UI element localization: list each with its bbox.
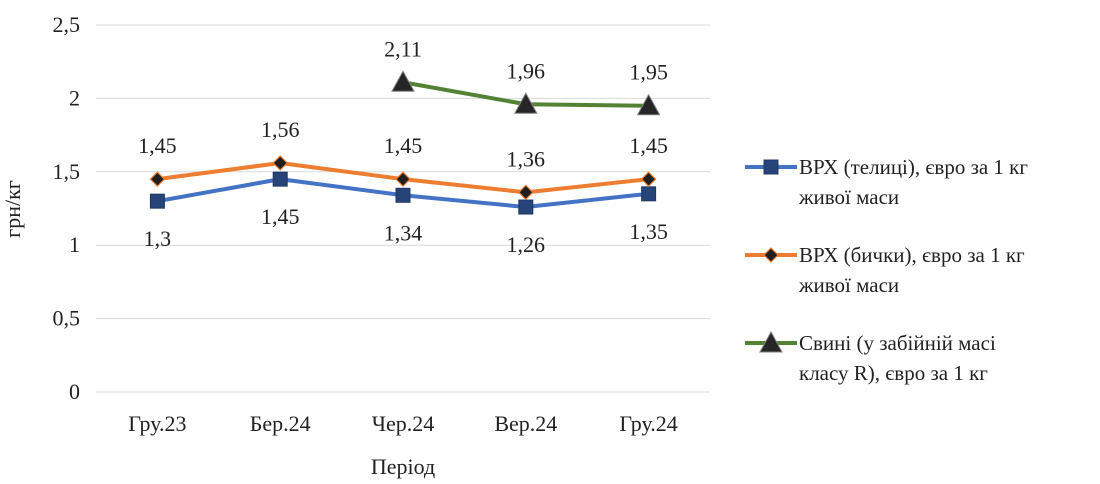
data-label: 1,34: [384, 220, 423, 245]
legend-label: живої маси: [798, 273, 899, 297]
series-marker: [513, 92, 538, 114]
series-marker: [149, 171, 166, 187]
series-marker: [641, 186, 657, 202]
series-marker: [517, 184, 534, 201]
data-labels: 1,3 1,45 1,34 1,26 1,35 1,45 1,56 1,45 1,36 1,45 2…: [138, 36, 668, 257]
data-label: 1,36: [507, 146, 546, 171]
data-label: 2,11: [384, 36, 422, 61]
legend-item: ВРХ (телиці), євро за 1 кг живої маси: [745, 155, 1028, 209]
legend-label: Свині (у забійній масі: [799, 331, 996, 355]
x-tick-label: Чер.24: [372, 411, 435, 436]
legend-label: живої маси: [798, 185, 899, 209]
series-marker: [272, 155, 289, 171]
y-axis-ticks: 0 0,5 1 1,5 2 2,5: [53, 12, 81, 404]
data-label: 1,26: [507, 232, 546, 257]
y-axis-title: грн/кг: [0, 180, 25, 238]
data-label: 1,3: [144, 226, 172, 251]
series-marker: [395, 187, 411, 203]
y-tick-label: 0: [69, 379, 80, 404]
legend-label: класу R), євро за 1 кг: [799, 361, 988, 385]
series-marker: [636, 93, 661, 116]
series-marker: [763, 247, 779, 263]
series-marker: [395, 171, 411, 187]
series-marker: [391, 70, 415, 92]
data-label: 1,95: [629, 60, 668, 85]
x-tick-label: Гру.23: [128, 411, 186, 436]
series-marker: [149, 193, 165, 209]
y-tick-label: 1: [69, 232, 80, 257]
series-marker: [518, 199, 534, 215]
data-label: 1,45: [261, 204, 300, 229]
data-label: 1,56: [261, 117, 300, 142]
x-tick-label: Бер.24: [250, 411, 311, 436]
series-marker: [763, 159, 779, 175]
legend-label: ВРХ (бички), євро за 1 кг: [799, 243, 1025, 267]
series-marker: [272, 171, 288, 187]
x-tick-label: Гру.24: [619, 411, 677, 436]
data-label: 1,35: [629, 219, 668, 244]
legend-item: ВРХ (бички), євро за 1 кг живої маси: [745, 243, 1025, 297]
y-tick-label: 0,5: [53, 306, 81, 331]
x-axis-ticks: Гру.23 Бер.24 Чер.24 Вер.24 Гру.24: [128, 411, 678, 436]
data-label: 1,96: [507, 58, 546, 83]
series-lines: [149, 70, 661, 215]
y-tick-label: 2: [69, 85, 80, 110]
legend-item: Свині (у забійній масі класу R), євро за …: [745, 330, 996, 385]
legend-label: ВРХ (телиці), євро за 1 кг: [799, 155, 1028, 179]
series-marker: [759, 330, 783, 353]
y-tick-label: 2,5: [53, 12, 81, 37]
data-label: 1,45: [138, 133, 177, 158]
x-axis-title: Період: [371, 454, 435, 479]
data-label: 1,45: [384, 133, 423, 158]
y-tick-label: 1,5: [53, 159, 81, 184]
data-label: 1,45: [629, 133, 668, 158]
x-tick-label: Вер.24: [494, 411, 557, 436]
series-marker: [640, 171, 657, 187]
